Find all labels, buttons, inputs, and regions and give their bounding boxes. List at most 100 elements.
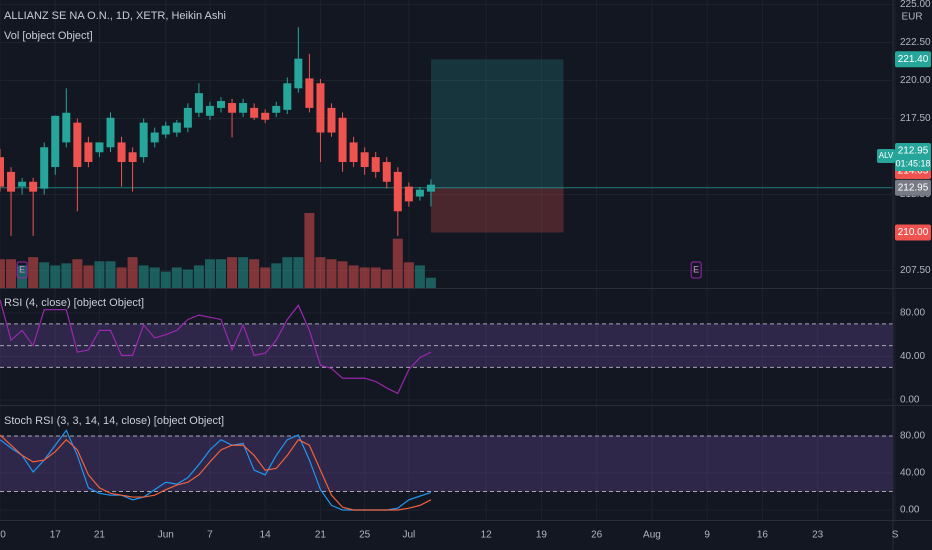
x-tick-label: Jul xyxy=(402,530,415,541)
volume-bar xyxy=(403,262,414,288)
y-tick-label: 80.00 xyxy=(900,308,925,319)
price-label-box xyxy=(895,224,931,241)
volume-bar xyxy=(171,267,182,288)
volume-bar xyxy=(414,265,425,288)
candle-body xyxy=(250,107,259,118)
volume-bar xyxy=(359,267,370,288)
band-fill xyxy=(0,435,893,492)
candle-body xyxy=(217,101,225,108)
y-tick-label: 220.00 xyxy=(900,75,931,86)
position-target xyxy=(430,59,564,188)
x-tick-label: 0 xyxy=(0,530,6,541)
candle-body xyxy=(183,107,192,128)
candle-body xyxy=(194,93,203,113)
currency: EUR xyxy=(901,12,922,23)
volume-bar xyxy=(337,261,348,288)
x-tick-label: Aug xyxy=(643,530,661,541)
y-tick-label: 207.50 xyxy=(900,265,931,276)
volume-bar xyxy=(50,265,61,288)
volume-bar xyxy=(238,257,249,288)
price-label: 214.05 xyxy=(898,166,929,177)
candle-body xyxy=(40,147,49,189)
position-stop xyxy=(430,187,564,233)
candle-body xyxy=(349,142,358,163)
volume-bar xyxy=(326,259,337,288)
grid xyxy=(0,0,896,520)
candle-body xyxy=(305,78,314,108)
volume-bar xyxy=(227,257,238,288)
volume-bar xyxy=(182,269,193,288)
candle-body xyxy=(360,152,369,168)
candle-body xyxy=(371,157,380,172)
candle-body xyxy=(205,105,214,116)
candle-body xyxy=(117,142,126,163)
candle-body xyxy=(18,181,27,187)
volume-bar xyxy=(127,257,138,288)
price-label-box xyxy=(895,179,931,196)
volume-bar xyxy=(260,267,271,288)
volume-bar xyxy=(271,263,282,288)
chart-title: ALLIANZ SE NA O.N., 1D, XETR, Heikin Ash… xyxy=(4,10,226,22)
candle-body xyxy=(338,117,347,163)
candle-body xyxy=(228,103,237,113)
x-tick-label: 21 xyxy=(94,530,106,541)
candle-body xyxy=(261,112,270,120)
indicator-line xyxy=(0,434,432,511)
countdown: 01:45:18 xyxy=(895,158,930,168)
candle-body xyxy=(283,83,292,110)
x-tick-label: S xyxy=(892,530,899,541)
last-price: 212.95 xyxy=(898,146,929,157)
volume-bar xyxy=(72,259,83,288)
stoch-legend: Stoch RSI (3, 3, 14, 14, close) [object … xyxy=(4,415,224,427)
volume-bar xyxy=(116,267,127,288)
candle-body xyxy=(393,171,402,212)
x-tick-label: 25 xyxy=(359,530,371,541)
volume-bar xyxy=(282,257,293,288)
volume-bar xyxy=(381,269,392,288)
price-label: 221.40 xyxy=(898,54,929,65)
volume-bar xyxy=(28,257,39,288)
x-tick-label: 17 xyxy=(50,530,62,541)
candle-body xyxy=(316,83,325,133)
volume-bar xyxy=(425,277,436,288)
volume-bar xyxy=(138,265,149,288)
rsi-legend: RSI (4, close) [object Object] xyxy=(4,297,144,309)
y-tick-label: 80.00 xyxy=(900,431,925,442)
volume-bar xyxy=(249,259,260,288)
candle-body xyxy=(62,112,71,143)
x-tick-label: 26 xyxy=(591,530,603,541)
volume-bar xyxy=(204,259,215,288)
volume-bar xyxy=(293,257,304,288)
x-tick-label: 7 xyxy=(207,530,213,541)
y-tick-label: 0.00 xyxy=(900,395,920,406)
candle-body xyxy=(415,189,424,197)
candle-body xyxy=(73,122,82,168)
candle-body xyxy=(272,105,281,113)
candle-body xyxy=(29,181,38,192)
x-tick-label: 21 xyxy=(315,530,327,541)
earnings-marker xyxy=(16,261,28,279)
candle-body xyxy=(7,171,16,192)
candle-body xyxy=(161,125,170,135)
candle-body xyxy=(84,142,93,163)
candle-body xyxy=(51,115,60,168)
candle-body xyxy=(139,122,148,158)
volume-bar xyxy=(348,265,359,288)
candle-body xyxy=(239,103,248,113)
earnings-marker xyxy=(690,261,702,279)
symbol-box xyxy=(877,149,895,163)
x-tick-label: 14 xyxy=(260,530,272,541)
candle-body xyxy=(172,122,181,133)
volume-bar xyxy=(216,259,226,288)
volume-bar xyxy=(39,262,50,288)
earnings-label: E xyxy=(19,264,25,274)
candle-body xyxy=(150,132,159,143)
price-label-box xyxy=(895,51,931,68)
volume-bar xyxy=(6,259,17,288)
x-tick-label: 12 xyxy=(481,530,493,541)
y-tick-label: 222.50 xyxy=(900,37,931,48)
volume-bar xyxy=(304,213,315,288)
